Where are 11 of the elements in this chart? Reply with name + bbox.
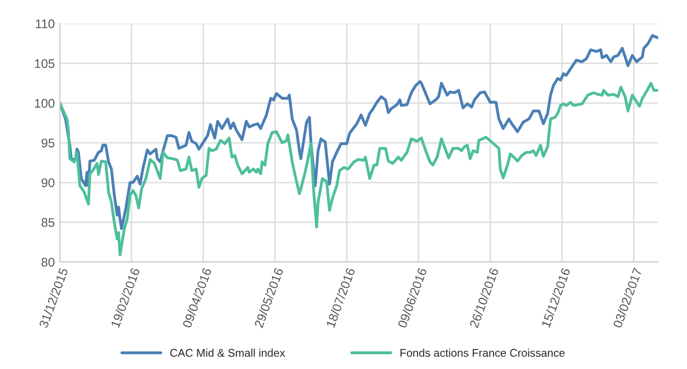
y-tick-label: 80 [42,258,54,267]
line-series [60,34,658,230]
y-tick-label: 105 [35,59,54,68]
y-tick-label: 85 [42,218,54,227]
y-tick-label: 110 [36,19,54,28]
line-series [60,82,658,256]
legend-label: CAC Mid & Small index [170,348,286,357]
legend-label: Fonds actions France Croissance [400,348,565,357]
y-tick-label: 95 [42,138,54,148]
y-tick-label: 100 [35,98,54,108]
y-tick-label: 90 [42,178,54,188]
